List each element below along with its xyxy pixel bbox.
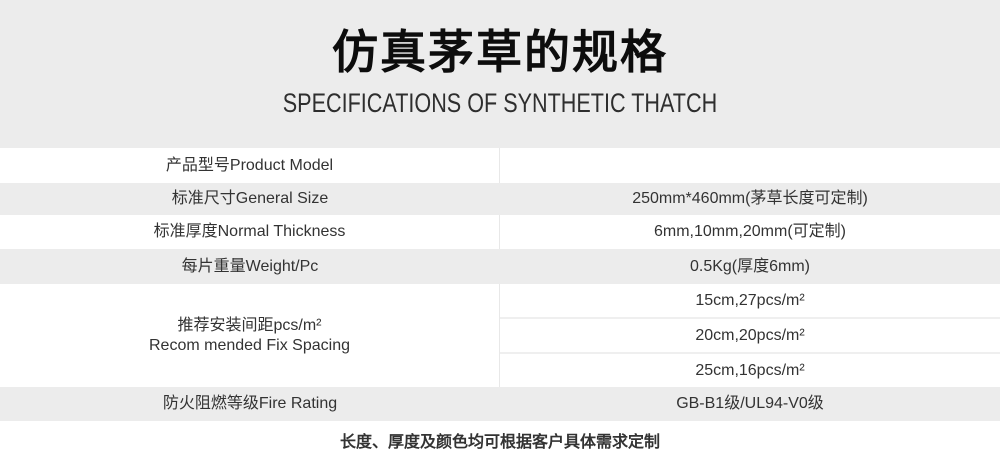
table-row-general-size: 标准尺寸General Size 250mm*460mm(茅草长度可定制) bbox=[0, 183, 1000, 215]
row-value: 6mm,10mm,20mm(可定制) bbox=[653, 223, 846, 240]
header-section: 仿真茅草的规格 SPECIFICATIONS OF SYNTHETIC THAT… bbox=[0, 0, 1000, 148]
row-label: 标准尺寸General Size bbox=[171, 190, 329, 207]
page-title: 仿真茅草的规格 bbox=[332, 26, 668, 78]
row-label: 每片重量Weight/Pc bbox=[181, 257, 319, 275]
row-label: 产品型号Product Model bbox=[0, 148, 500, 183]
row-value: 250mm*460mm(茅草长度可定制) bbox=[632, 190, 868, 207]
page-subtitle: SPECIFICATIONS OF SYNTHETIC THATCH bbox=[282, 87, 718, 118]
fix-spacing-values: 15cm,27pcs/m² 20cm,20pcs/m² 25cm,16pcs/m… bbox=[500, 284, 1000, 387]
row-value bbox=[500, 148, 1000, 183]
row-label: 推荐安装间距pcs/m² Recom mended Fix Spacing bbox=[0, 284, 500, 387]
row-value: 0.5Kg(厚度6mm) bbox=[689, 257, 811, 275]
spacing-value: 25cm,16pcs/m² bbox=[500, 352, 1000, 387]
spec-table: 产品型号Product Model 标准尺寸General Size 250mm… bbox=[0, 148, 1000, 421]
spacing-value: 20cm,20pcs/m² bbox=[500, 317, 1000, 352]
table-row-fix-spacing: 推荐安装间距pcs/m² Recom mended Fix Spacing 15… bbox=[0, 284, 1000, 387]
row-value: GB-B1级/UL94-V0级 bbox=[676, 395, 824, 412]
table-row-product-model: 产品型号Product Model bbox=[0, 148, 1000, 183]
row-label-line1: 推荐安装间距pcs/m² bbox=[177, 316, 322, 334]
spacing-value: 15cm,27pcs/m² bbox=[695, 291, 805, 309]
row-label: 防火阻燃等级Fire Rating bbox=[162, 395, 338, 412]
table-row-fire-rating: 防火阻燃等级Fire Rating GB-B1级/UL94-V0级 bbox=[0, 387, 1000, 421]
table-row-normal-thickness: 标准厚度Normal Thickness 6mm,10mm,20mm(可定制) bbox=[0, 215, 1000, 249]
row-label-line2: Recom mended Fix Spacing bbox=[149, 336, 350, 354]
row-label: 标准厚度Normal Thickness bbox=[0, 215, 500, 249]
table-row-weight: 每片重量Weight/Pc 0.5Kg(厚度6mm) bbox=[0, 249, 1000, 284]
customization-note: 长度、厚度及颜色均可根据客户具体需求定制 bbox=[339, 433, 660, 451]
